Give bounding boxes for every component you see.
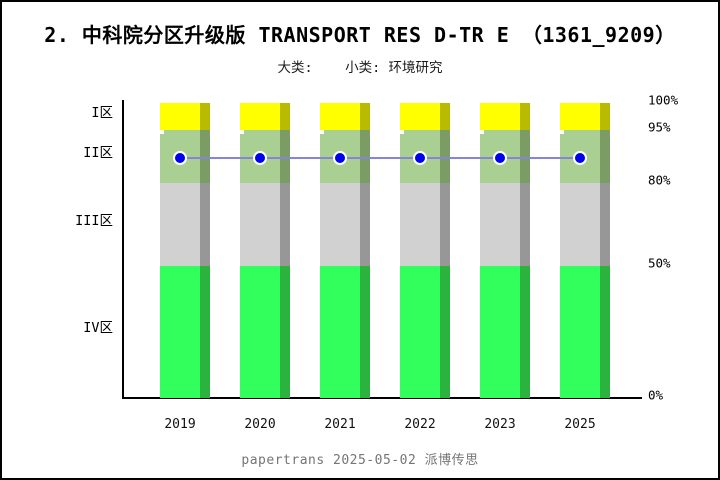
bar-segment-2020-IV区 bbox=[240, 266, 290, 398]
x-tick-label-2019: 2019 bbox=[164, 417, 196, 432]
chart-subtitle: 大类: 小类: 环境研究 bbox=[277, 60, 443, 76]
x-tick-label-2023: 2023 bbox=[484, 417, 516, 432]
bar-segment-2023-III区 bbox=[480, 183, 530, 266]
y-axis-line bbox=[122, 100, 124, 398]
bar-segment-2025-IV区 bbox=[560, 266, 610, 398]
segment-notch bbox=[480, 130, 484, 134]
data-point-2023 bbox=[493, 151, 507, 166]
segment-notch bbox=[160, 130, 164, 134]
percentile-trend-line bbox=[180, 157, 580, 160]
x-tick-label-2021: 2021 bbox=[324, 417, 356, 432]
segment-notch bbox=[560, 130, 564, 134]
footer-caption: papertrans 2025-05-02 派博传思 bbox=[241, 453, 479, 468]
data-point-2019 bbox=[173, 151, 187, 166]
y-tick-label-50%: 50% bbox=[648, 255, 671, 271]
data-point-2020 bbox=[253, 151, 267, 166]
x-tick-label-2025: 2025 bbox=[564, 417, 596, 432]
bar-segment-2020-III区 bbox=[240, 183, 290, 266]
bar-segment-2025-III区 bbox=[560, 183, 610, 266]
bar-segment-2022-IV区 bbox=[400, 266, 450, 398]
y-tick-label-80%: 80% bbox=[648, 172, 671, 188]
bar-segment-2022-III区 bbox=[400, 183, 450, 266]
zone-label-III区: III区 bbox=[75, 212, 113, 229]
y-tick-label-95%: 95% bbox=[648, 119, 671, 135]
bar-segment-2020-I区 bbox=[240, 103, 290, 130]
bar-segment-2019-I区 bbox=[160, 103, 210, 130]
x-axis-line bbox=[122, 397, 642, 399]
x-tick-label-2022: 2022 bbox=[404, 417, 436, 432]
bar-segment-2019-III区 bbox=[160, 183, 210, 266]
bar-segment-2023-IV区 bbox=[480, 266, 530, 398]
data-point-2022 bbox=[413, 151, 427, 166]
data-point-2025 bbox=[573, 151, 587, 166]
segment-notch bbox=[320, 130, 324, 134]
zone-label-II区: II区 bbox=[83, 144, 113, 161]
x-tick-label-2020: 2020 bbox=[244, 417, 276, 432]
data-point-2021 bbox=[333, 151, 347, 166]
bar-segment-2019-IV区 bbox=[160, 266, 210, 398]
y-tick-label-100%: 100% bbox=[648, 92, 679, 108]
bar-segment-2021-I区 bbox=[320, 103, 370, 130]
bar-segment-2023-I区 bbox=[480, 103, 530, 130]
chart-title: 2. 中科院分区升级版 TRANSPORT RES D-TR E （1361_9… bbox=[44, 23, 676, 47]
bar-segment-2021-III区 bbox=[320, 183, 370, 266]
zone-label-IV区: IV区 bbox=[83, 320, 113, 336]
y-tick-label-0%: 0% bbox=[648, 387, 664, 403]
bar-segment-2022-I区 bbox=[400, 103, 450, 130]
zone-label-I区: I区 bbox=[91, 104, 113, 121]
bar-segment-2025-I区 bbox=[560, 103, 610, 130]
segment-notch bbox=[400, 130, 404, 134]
segment-notch bbox=[240, 130, 244, 134]
bar-segment-2021-IV区 bbox=[320, 266, 370, 398]
